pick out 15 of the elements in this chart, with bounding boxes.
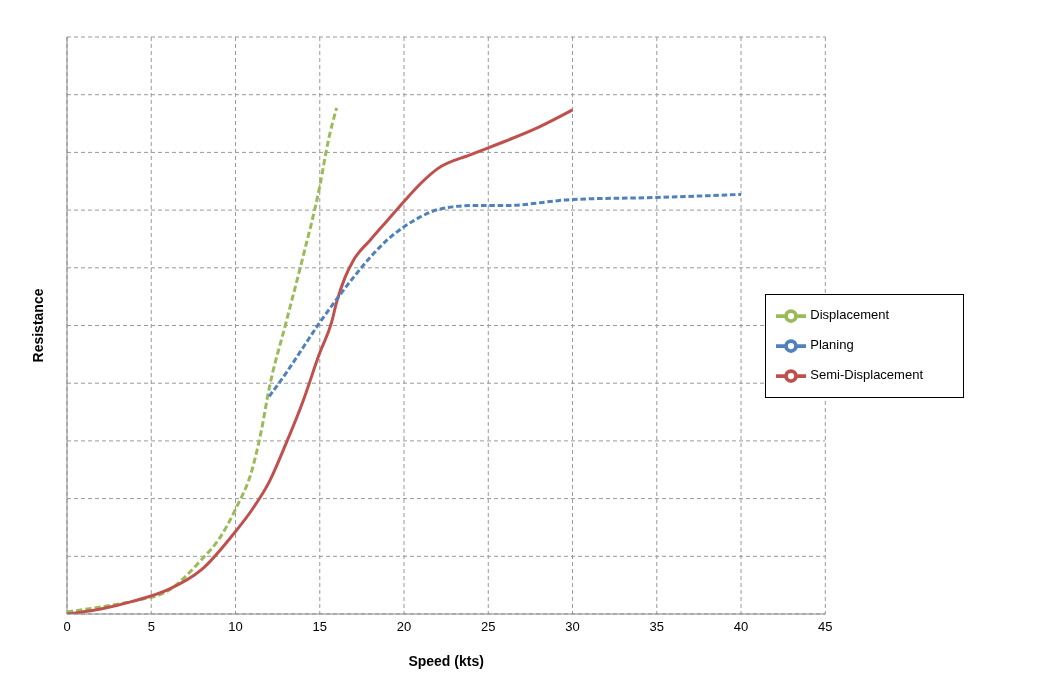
x-tick-label: 10 (228, 619, 243, 635)
legend-label: Displacement (810, 307, 890, 323)
x-tick-label: 25 (481, 619, 496, 635)
x-axis-title: Speed (kts) (408, 653, 484, 669)
x-tick-label: 30 (565, 619, 580, 635)
legend-label: Planing (810, 337, 854, 353)
x-tick-label: 20 (396, 619, 412, 635)
x-tick-label: 45 (818, 619, 833, 635)
legend-label: Semi-Displacement (810, 367, 923, 383)
x-tick-label: 5 (147, 619, 155, 635)
x-tick-label: 35 (649, 619, 665, 635)
y-axis-title: Resistance (29, 288, 46, 363)
x-tick-label: 40 (733, 619, 749, 635)
x-tick-label: 15 (312, 619, 327, 635)
x-tick-label: 0 (63, 619, 71, 635)
